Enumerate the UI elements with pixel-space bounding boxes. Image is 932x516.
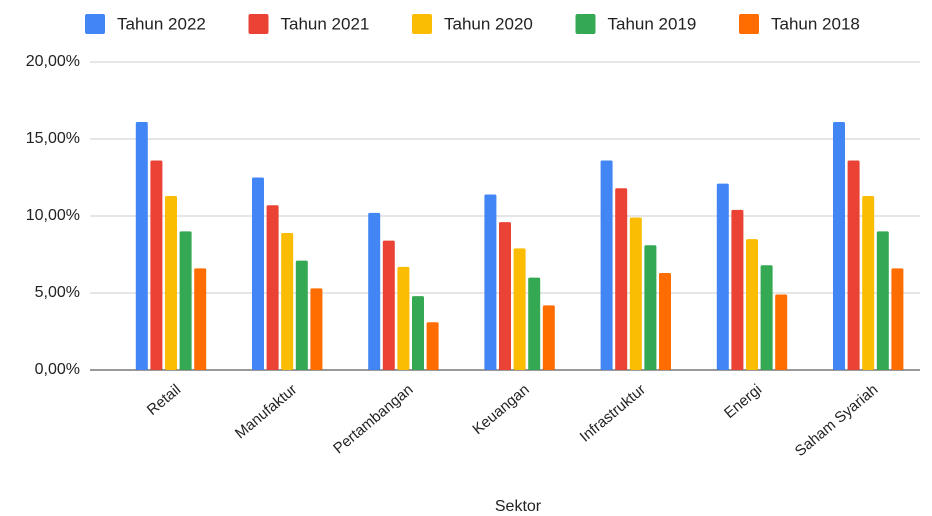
chart: Sektor 0,00% 5,00% 10,00% 15,00% 20,00% Tahun… bbox=[0, 0, 932, 516]
x-tick-label: Keuangan bbox=[469, 381, 532, 438]
bar bbox=[281, 233, 293, 370]
y-tick-label: 0,00% bbox=[35, 361, 80, 378]
bar bbox=[180, 231, 192, 370]
legend-swatch bbox=[576, 14, 596, 34]
bar bbox=[165, 196, 177, 370]
bar bbox=[630, 218, 642, 370]
x-axis-label: Sektor bbox=[495, 498, 542, 515]
x-tick-label: Retail bbox=[144, 381, 184, 419]
legend-swatch bbox=[412, 14, 432, 34]
y-tick-label: 20,00% bbox=[26, 53, 80, 70]
bar bbox=[397, 267, 409, 370]
bar bbox=[310, 288, 322, 370]
bar bbox=[659, 273, 671, 370]
bar bbox=[601, 161, 613, 370]
bar bbox=[746, 239, 758, 370]
bar bbox=[368, 213, 380, 370]
x-tick-label: Energi bbox=[721, 381, 765, 422]
x-tick-label: Saham Syariah bbox=[792, 381, 881, 460]
bar bbox=[644, 245, 656, 370]
bar bbox=[833, 122, 845, 370]
legend-swatch bbox=[249, 14, 269, 34]
bar bbox=[499, 222, 511, 370]
bar bbox=[484, 194, 496, 370]
bar bbox=[194, 268, 206, 370]
bar bbox=[252, 178, 264, 371]
bar bbox=[383, 241, 395, 370]
bar bbox=[717, 184, 729, 370]
bar bbox=[150, 161, 162, 370]
bar bbox=[543, 305, 555, 370]
bar bbox=[615, 188, 627, 370]
bar bbox=[731, 210, 743, 370]
bar bbox=[267, 205, 279, 370]
legend-label: Tahun 2020 bbox=[444, 14, 533, 33]
y-tick-label: 10,00% bbox=[26, 207, 80, 224]
legend-label: Tahun 2022 bbox=[117, 14, 206, 33]
bar bbox=[528, 278, 540, 370]
bar bbox=[862, 196, 874, 370]
bar bbox=[136, 122, 148, 370]
legend-label: Tahun 2019 bbox=[608, 14, 697, 33]
legend-label: Tahun 2018 bbox=[771, 14, 860, 33]
bar bbox=[412, 296, 424, 370]
bar bbox=[761, 265, 773, 370]
bar bbox=[775, 295, 787, 370]
legend-swatch bbox=[739, 14, 759, 34]
x-tick-label: Infrastruktur bbox=[577, 381, 649, 445]
y-tick-label: 5,00% bbox=[35, 284, 80, 301]
bar bbox=[848, 161, 860, 370]
bar bbox=[427, 322, 439, 370]
x-tick-label: Manufaktur bbox=[232, 381, 300, 442]
x-tick-label: Pertambangan bbox=[330, 381, 416, 457]
legend-label: Tahun 2021 bbox=[281, 14, 370, 33]
bar bbox=[877, 231, 889, 370]
bar bbox=[296, 261, 308, 370]
y-tick-label: 15,00% bbox=[26, 130, 80, 147]
bar bbox=[514, 248, 526, 370]
legend-swatch bbox=[85, 14, 105, 34]
bar bbox=[891, 268, 903, 370]
